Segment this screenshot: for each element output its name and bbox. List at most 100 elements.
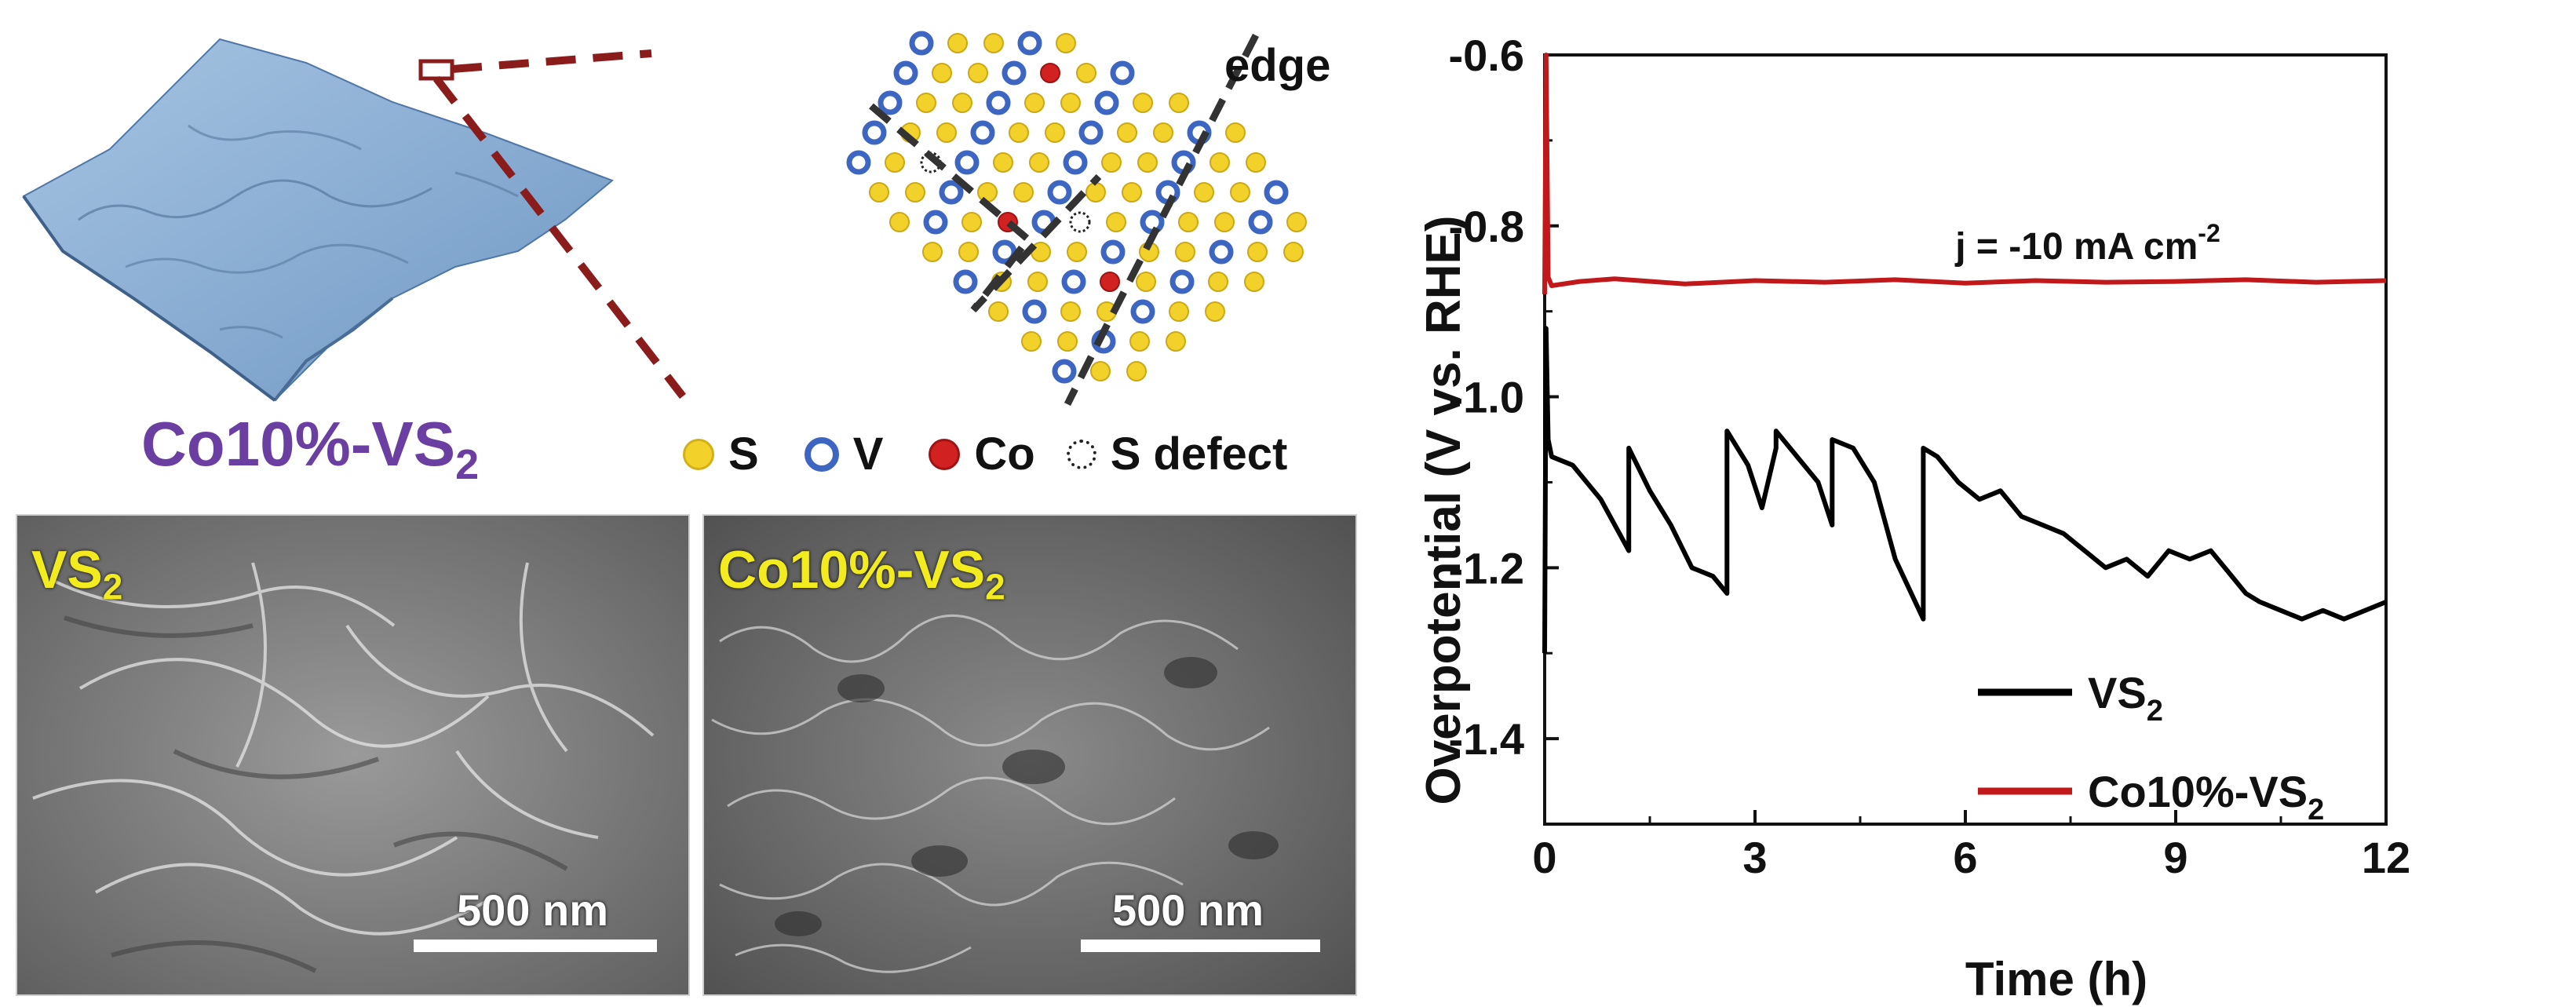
lattice-atom [1169,269,1195,294]
lattice-atom [952,93,972,113]
lattice-atom [1094,90,1119,115]
lattice-atom [1017,31,1042,56]
sem-label-vs2-main: VS [31,540,103,600]
lattice-atom [1040,63,1060,83]
lattice-atom [1130,299,1155,324]
zoom-lines [418,49,686,400]
scalebar-right [1081,940,1320,952]
x-tick-label: 0 [1532,833,1556,882]
lattice-atom [1169,93,1189,113]
lattice-atom [936,122,957,143]
chart-body: 0 3 6 9 12 -0.6 -0.8 -1.0 -1.2 -1.4 [1449,31,2411,882]
legend-v-marker [804,436,839,472]
y-tick-label: -0.6 [1449,31,1525,80]
lattice-atom [1169,301,1189,322]
lattice-atom [1126,361,1147,381]
legend-co-marker [929,438,961,470]
lattice-atom [1045,122,1065,143]
legend-label: Co10%-VS2 [2088,767,2324,826]
sample-title-main: Co10%-VS [141,409,456,479]
lattice-atom [1166,331,1186,352]
edge-label: edge [1224,40,1331,91]
scalebar-text-left: 500 nm [457,885,608,935]
legend-s-marker [683,438,714,470]
lattice-atom [1029,152,1049,173]
lattice-atom [1052,359,1077,384]
lattice-atom [1013,182,1034,202]
y-tick-label: -1.2 [1449,543,1525,593]
lattice-atom [1133,93,1153,113]
lattice-atom [932,63,952,83]
lattice-atom [958,242,979,262]
lattice-atom [1225,122,1246,143]
lattice-diagram [846,31,1307,407]
lattice-atom [878,90,903,115]
lattice-atom [885,152,905,173]
lattice-atom [1100,272,1120,292]
chart-ylabel: Overpotential (V vs. RHE) [1417,215,1471,805]
lattice-atom [1209,239,1234,265]
legend-label: VS2 [2088,668,2163,728]
x-tick-label: 9 [2163,833,2187,882]
lattice-atom [889,212,910,232]
y-tick-label: -0.8 [1449,202,1525,251]
lattice-atom [1210,152,1230,173]
lattice-atom [1002,60,1027,86]
lattice-atom [1100,239,1126,265]
lattice-atom [869,182,889,202]
lattice-atom [970,120,995,145]
legend-co-label: Co [974,429,1035,480]
y-tick-label: -1.4 [1449,714,1525,764]
lattice-atom [1090,361,1111,381]
lattice-atom [1137,152,1158,173]
sem-image-co-vs2: Co10%-VS2 500 nm [702,514,1357,996]
edge-dashed-line [1064,33,1260,407]
lattice-atom [1061,269,1086,294]
legend-label-sub: 2 [2308,794,2324,826]
lattice-atom [1264,180,1289,205]
legend-defect-label: S defect [1110,429,1288,480]
lattice-atom [1022,299,1047,324]
lattice-atom [1047,180,1072,205]
chart-annotation: j = -10 mA cm-2 [1954,219,2220,268]
lattice-atom [862,120,887,145]
lattice-atom [968,63,988,83]
x-tick-label: 3 [1742,833,1767,882]
lattice-legend: S V Co S defect [683,428,1287,480]
legend-label-main: Co10%-VS [2088,767,2308,816]
sem-label-vs2-sub: 2 [102,566,123,607]
sem-label-co-vs2-sub: 2 [985,566,1005,607]
scalebar-text-right: 500 nm [1112,885,1264,935]
legend-defect-marker [1066,439,1096,469]
lattice-atom [988,301,1009,322]
lattice-atom [1067,242,1087,262]
chart-annotation-sup: -2 [2198,219,2220,247]
sem-image-vs2: VS2 500 nm [16,514,690,996]
sample-title-sub: 2 [455,441,480,488]
lattice-atom [922,242,943,262]
lattice-atom [905,182,925,202]
lattice-atom [1117,122,1137,143]
x-tick-label: 6 [1953,833,1977,882]
lattice-atom [1230,182,1250,202]
sem-texture-co-vs2 [704,516,1356,994]
sem-label-vs2: VS2 [31,539,122,608]
plot-frame [1543,53,2388,826]
chart-annotation-main: j = -10 mA cm [1954,226,2198,268]
scalebar-left [414,940,657,952]
y-tick-label: -1.0 [1449,373,1525,422]
lattice-atom [977,182,998,202]
lattice-atom [953,269,978,294]
lattice-atom [1063,150,1088,175]
sem-texture-vs2 [17,516,688,994]
lattice-atom [1056,33,1076,53]
lattice-atom [1060,301,1081,322]
lattice-atom [1194,182,1214,202]
lattice-atom [1214,212,1235,232]
lattice-atom [947,33,968,53]
lattice-atom [923,210,948,235]
chart-xlabel: Time (h) [1965,953,2147,1005]
sample-title: Co10%-VS2 [141,408,479,489]
legend-label-main: VS [2088,668,2147,717]
lattice-atom [1024,93,1045,113]
